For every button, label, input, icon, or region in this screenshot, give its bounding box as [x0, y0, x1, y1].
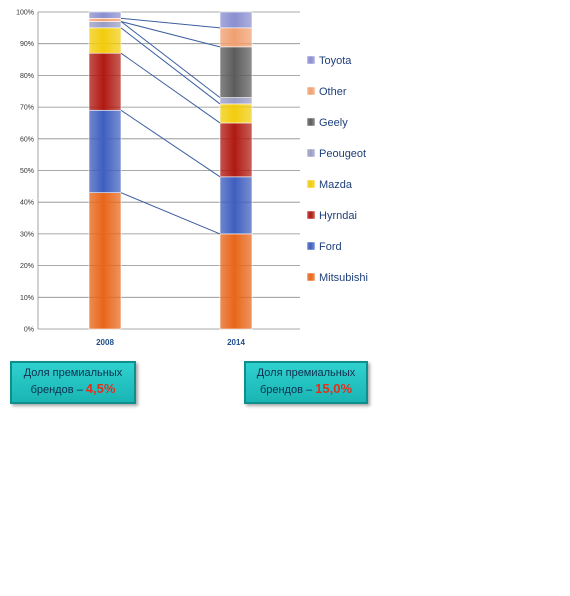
bar-segment-toyota: [219, 11, 253, 29]
bar-segment-peougeot: [219, 97, 253, 105]
bar-segment-hyrndai: [88, 52, 122, 111]
legend-label: Ford: [319, 241, 342, 253]
y-tick-label: 0%: [24, 327, 34, 334]
premium-share-box-2008: Доля премиальных брендов – 4,5%: [10, 361, 136, 404]
y-tick-label: 10%: [20, 295, 34, 302]
legend-swatch: [306, 241, 316, 251]
stacked-bar-chart: 0% 10% 20% 30% 40% 50% 60% 70% 80% 90% 100% 2008 201…: [0, 0, 396, 356]
bar-segment-hyrndai: [219, 122, 253, 178]
connector-line: [120, 109, 221, 178]
legend-label: Other: [319, 86, 347, 98]
box-line2: брендов – 15,0%: [246, 381, 366, 398]
connector-line: [120, 21, 221, 98]
y-tick-label: 20%: [20, 263, 34, 270]
y-tick-label: 60%: [20, 136, 34, 143]
connector-line: [120, 52, 221, 124]
box-line1: Доля премиальных: [23, 367, 123, 379]
premium-share-box-2014: Доля премиальных брендов – 15,0%: [244, 361, 368, 404]
bar-segment-other: [219, 27, 253, 48]
legend-label: Mitsubishi: [319, 272, 368, 284]
connector-line: [120, 192, 221, 235]
legend-swatch: [306, 210, 316, 220]
legend-label: Mazda: [319, 179, 353, 191]
bar-segment-mazda: [219, 103, 253, 124]
x-category-label: 2008: [96, 338, 114, 347]
bar-segment-ford: [88, 109, 122, 193]
legend-swatch: [306, 148, 316, 158]
bar-segment-toyota: [88, 11, 122, 19]
bar-segment-other: [88, 18, 122, 22]
chart-svg: 0% 10% 20% 30% 40% 50% 60% 70% 80% 90% 100% 2008 201…: [16, 10, 368, 348]
legend-swatch: [306, 55, 316, 65]
connector-line: [120, 21, 221, 48]
bar-segment-mazda: [88, 27, 122, 54]
legend-label: Hyrndai: [319, 210, 357, 222]
y-tick-label: 50%: [20, 168, 34, 175]
bar-segment-geely: [219, 46, 253, 98]
box-label: брендов –: [259, 384, 313, 396]
connector-line: [120, 27, 221, 105]
y-tick-label: 80%: [20, 73, 34, 80]
legend-label: Toyota: [319, 55, 352, 67]
x-category-label: 2014: [227, 338, 245, 347]
y-tick-label: 100%: [16, 10, 34, 17]
premium-share-value: 4,5%: [85, 381, 116, 396]
y-tick-label: 40%: [20, 200, 34, 207]
bar-segment-ford: [219, 176, 253, 235]
premium-share-value: 15,0%: [315, 381, 353, 396]
y-tick-label: 70%: [20, 105, 34, 112]
bar-segment-mitsubishi: [219, 233, 253, 330]
y-tick-label: 30%: [20, 231, 34, 238]
y-tick-label: 90%: [20, 41, 34, 48]
legend-swatch: [306, 117, 316, 127]
bar-segment-peougeot: [88, 21, 122, 29]
legend-swatch: [306, 179, 316, 189]
box-line1: Доля премиальных: [256, 367, 356, 379]
bar-segment-mitsubishi: [88, 192, 122, 330]
legend-label: Peougeot: [319, 148, 366, 160]
box-line2: брендов – 4,5%: [12, 381, 134, 398]
legend-label: Geely: [319, 117, 348, 129]
legend-swatch: [306, 86, 316, 96]
legend-swatch: [306, 272, 316, 282]
connector-line: [120, 17, 221, 29]
box-label: брендов –: [30, 384, 83, 396]
